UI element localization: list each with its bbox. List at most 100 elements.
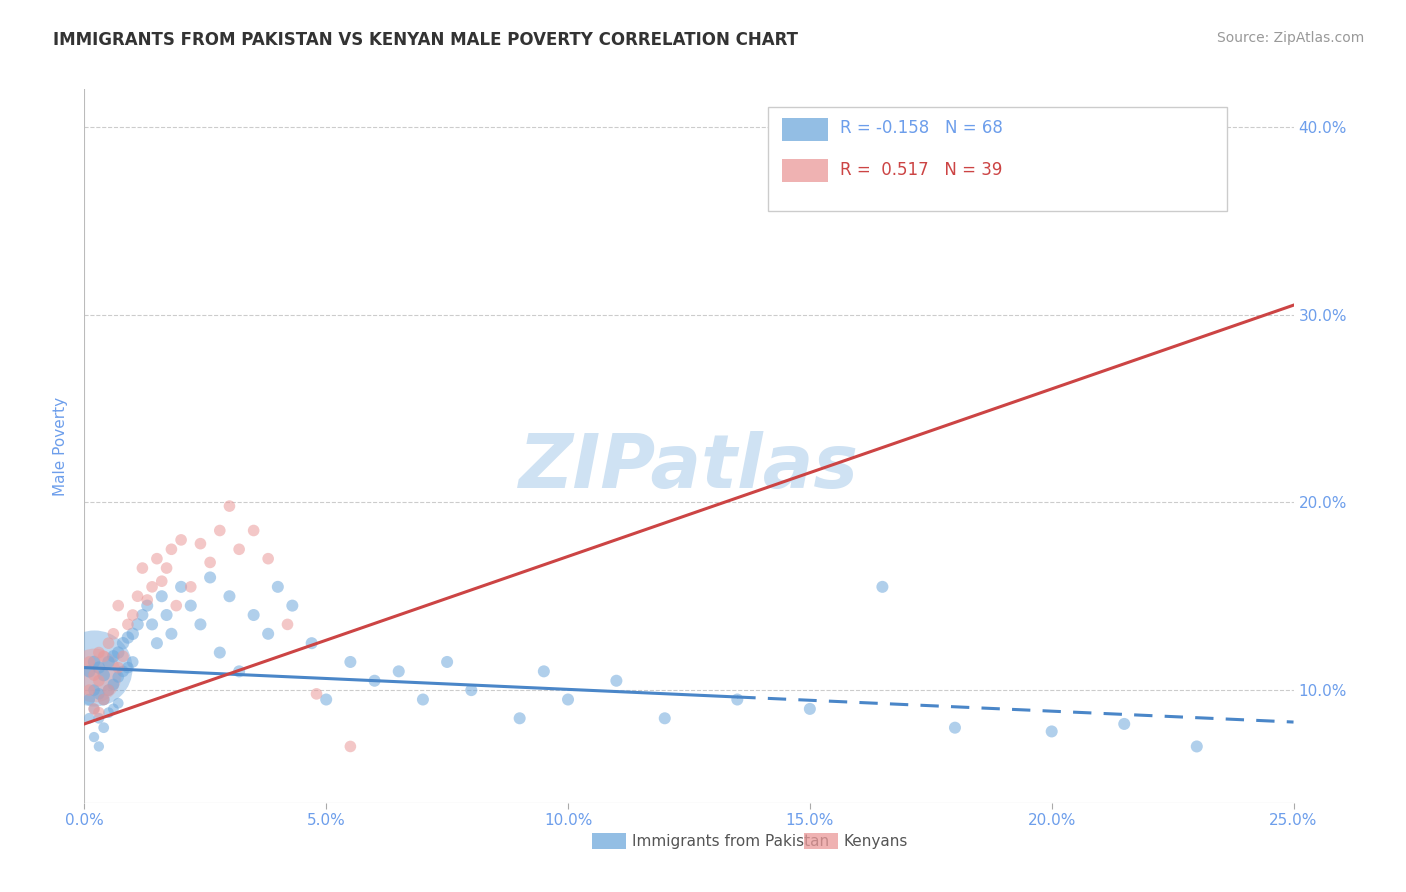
Point: [97, 683, 120, 698]
Point: [339, 655, 361, 669]
Point: [121, 627, 143, 641]
Point: [460, 683, 482, 698]
Point: [93, 649, 115, 664]
Point: [83, 660, 105, 674]
Point: [1185, 739, 1208, 754]
Point: [228, 542, 250, 557]
Point: [872, 580, 894, 594]
Bar: [782, 159, 828, 182]
Point: [267, 580, 290, 594]
Point: [146, 551, 169, 566]
Point: [136, 599, 159, 613]
Point: [97, 706, 120, 720]
Point: [87, 660, 110, 674]
Bar: [782, 119, 828, 141]
Point: [107, 646, 129, 660]
Point: [77, 665, 100, 679]
Point: [799, 702, 821, 716]
Point: [305, 687, 328, 701]
Point: [228, 665, 250, 679]
Point: [117, 660, 139, 674]
Point: [107, 599, 129, 613]
Point: [198, 556, 221, 570]
Point: [97, 655, 120, 669]
Point: [388, 665, 411, 679]
Point: [107, 696, 129, 710]
Point: [112, 649, 135, 664]
Point: [93, 692, 115, 706]
Point: [83, 702, 105, 716]
Point: [83, 730, 105, 744]
Point: [83, 683, 105, 698]
Text: Immigrants from Pakistan: Immigrants from Pakistan: [633, 834, 830, 849]
Point: [83, 655, 105, 669]
Point: [87, 711, 110, 725]
Point: [218, 499, 240, 513]
Point: [93, 721, 115, 735]
Point: [77, 692, 100, 706]
Point: [190, 536, 212, 550]
Point: [412, 692, 434, 706]
Point: [77, 655, 100, 669]
Point: [146, 636, 169, 650]
Text: Source: ZipAtlas.com: Source: ZipAtlas.com: [1216, 31, 1364, 45]
Bar: [592, 833, 626, 849]
Point: [97, 636, 120, 650]
Point: [160, 542, 183, 557]
Point: [127, 617, 149, 632]
Point: [160, 627, 183, 641]
Point: [112, 665, 135, 679]
Point: [208, 646, 231, 660]
Point: [103, 702, 125, 716]
Point: [103, 627, 125, 641]
Point: [131, 561, 153, 575]
Point: [654, 711, 676, 725]
Point: [83, 702, 105, 716]
Point: [725, 692, 748, 706]
Point: [509, 711, 531, 725]
Point: [242, 524, 264, 538]
Point: [1040, 176, 1063, 190]
Point: [190, 617, 212, 632]
Point: [107, 660, 129, 674]
Point: [103, 677, 125, 691]
Point: [180, 580, 202, 594]
Point: [257, 627, 280, 641]
Y-axis label: Male Poverty: Male Poverty: [53, 396, 69, 496]
Point: [1114, 717, 1136, 731]
Point: [257, 551, 280, 566]
Point: [87, 673, 110, 688]
Point: [136, 593, 159, 607]
Point: [301, 636, 323, 650]
Point: [155, 561, 177, 575]
Point: [363, 673, 385, 688]
Point: [242, 607, 264, 622]
Point: [281, 599, 304, 613]
Point: [87, 687, 110, 701]
Point: [121, 655, 143, 669]
Point: [557, 692, 579, 706]
Point: [83, 668, 105, 682]
Point: [87, 739, 110, 754]
Point: [103, 649, 125, 664]
Point: [141, 580, 163, 594]
Point: [208, 524, 231, 538]
Point: [77, 711, 100, 725]
Point: [605, 673, 627, 688]
Point: [1040, 724, 1063, 739]
Point: [150, 574, 173, 589]
Point: [436, 655, 458, 669]
Point: [127, 589, 149, 603]
Point: [170, 533, 193, 547]
Point: [533, 665, 555, 679]
Point: [218, 589, 240, 603]
Point: [117, 631, 139, 645]
Point: [93, 668, 115, 682]
Point: [87, 706, 110, 720]
Point: [198, 570, 221, 584]
FancyBboxPatch shape: [768, 107, 1227, 211]
Point: [107, 670, 129, 684]
Point: [117, 617, 139, 632]
Bar: [804, 833, 838, 849]
Point: [141, 617, 163, 632]
